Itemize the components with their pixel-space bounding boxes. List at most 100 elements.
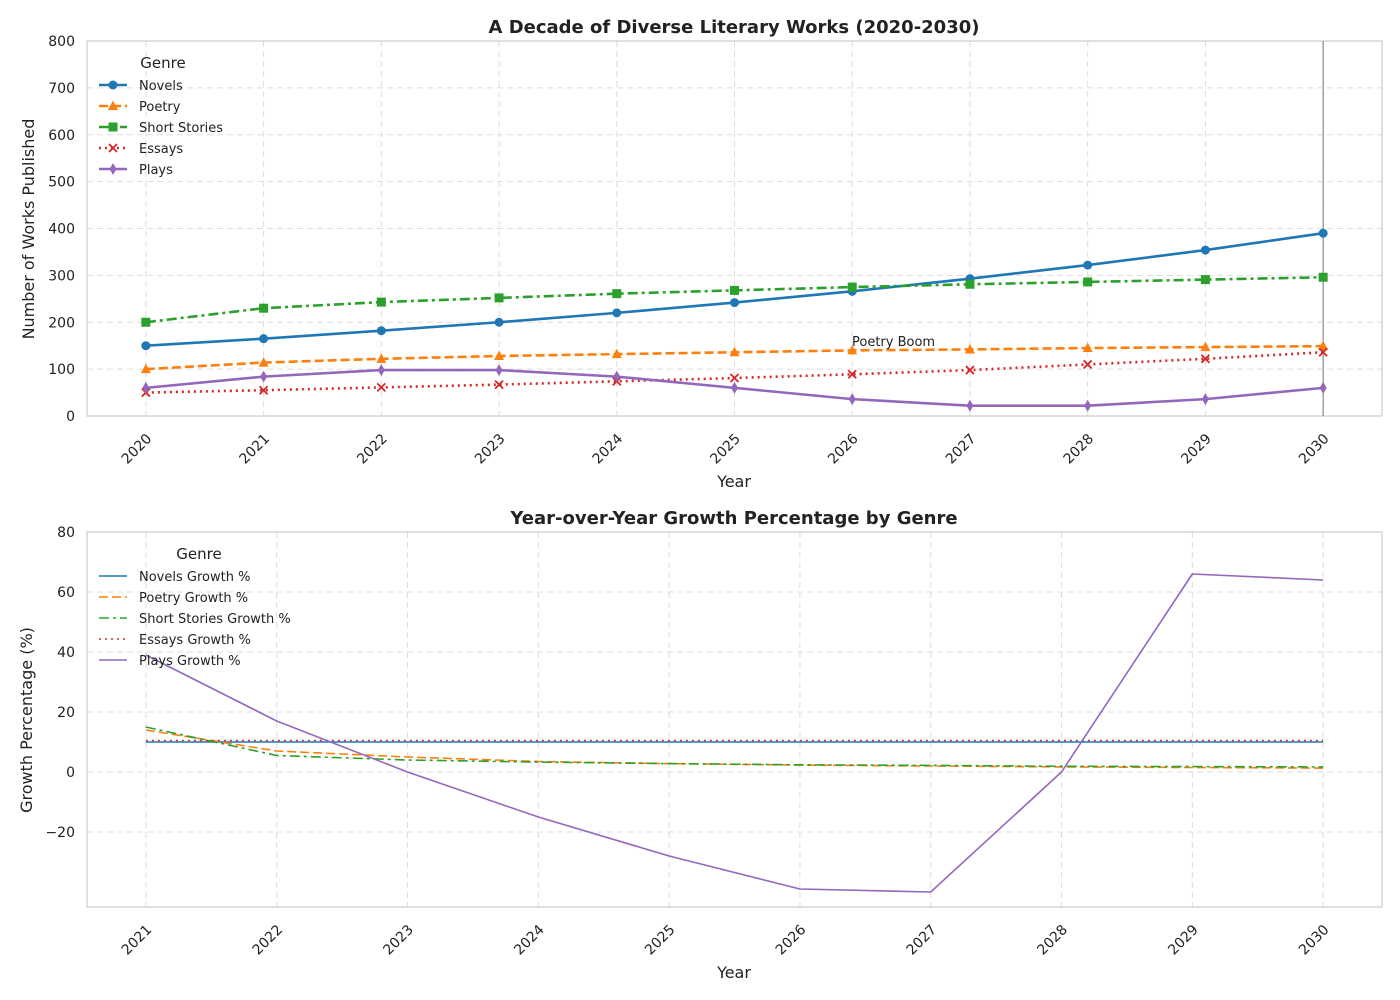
legend-label: Poetry Growth % [139,591,248,606]
y-tick-label: 0 [66,409,75,425]
y-tick-label: 40 [57,645,75,661]
chart-top-ylabel: Number of Works Published [19,119,38,340]
data-point [612,289,622,299]
legend-label: Poetry [139,100,181,115]
data-point [260,370,268,383]
x-tick-label: 2026 [825,431,862,468]
legend-marker [108,122,118,132]
data-point [731,381,738,394]
x-tick-label: 2025 [642,922,679,959]
data-point [1318,340,1329,351]
data-point [495,364,503,377]
y-tick-label: 300 [48,268,75,284]
x-tick-label: 2022 [250,922,287,959]
y-tick-label: 700 [48,81,75,97]
data-point [1083,277,1093,287]
x-tick-label: 2021 [119,922,156,959]
chart-top: A Decade of Diverse Literary Works (2020… [19,17,1383,491]
data-point [730,298,739,308]
data-point [1318,272,1328,282]
y-tick-label: 600 [48,128,75,144]
data-point [142,381,150,394]
legend-label: Plays [139,163,173,178]
y-tick-label: 200 [48,315,75,331]
data-point [141,317,151,327]
x-tick-label: 2020 [119,431,156,468]
data-point [376,353,387,363]
legend-marker [109,163,117,175]
y-tick-label: 100 [48,362,75,378]
data-point [612,308,622,318]
x-tick-label: 2021 [237,431,274,468]
x-tick-label: 2028 [1034,922,1071,959]
data-point [494,379,504,390]
data-point [494,317,504,327]
chart-top-series [140,41,1329,416]
chart-top-grid [87,40,1382,417]
x-tick-label: 2030 [1296,431,1333,468]
data-point [140,363,151,374]
data-point [613,370,621,383]
chart-top-title: A Decade of Diverse Literary Works (2020… [489,17,980,38]
chart-top-frame [86,40,1383,417]
x-tick-label: 2029 [1178,431,1215,468]
chart-bottom-xlabel: Year [716,963,751,982]
chart-bottom-ylabel: Growth Percentage (%) [17,627,36,813]
data-point [1319,381,1327,394]
chart-bottom-series [145,573,1324,893]
x-tick-label: 2023 [380,922,417,959]
x-tick-label: 2022 [354,431,391,468]
data-point [965,279,975,289]
chart-bottom-grid [87,531,1382,907]
chart-top-legend: Genre Novels Poetry Short Stories Essays Pla… [99,54,223,178]
legend-marker [108,100,118,110]
x-tick-label: 2029 [1165,922,1202,959]
y-tick-label: 0 [66,765,75,781]
x-tick-label: 2028 [1061,431,1098,468]
x-tick-label: 2027 [943,431,980,468]
series-line-plays-growth [145,573,1324,893]
legend-label: Short Stories [139,121,223,136]
y-tick-label: 20 [57,705,75,721]
data-point [611,348,622,359]
data-point [376,382,386,393]
data-point [848,393,856,406]
data-point [1200,341,1211,352]
chart-top-xlabel: Year [716,472,751,491]
data-point [965,365,975,375]
legend-marker [108,80,118,90]
x-tick-label: 2025 [707,431,744,468]
data-point [847,282,857,292]
y-tick-label: 400 [48,222,75,238]
chart-bottom-legend-title: Genre [176,545,221,563]
legend-label: Essays Growth % [139,633,251,648]
data-point [494,293,504,303]
data-point [1083,359,1093,370]
data-point [730,285,739,295]
data-point [377,364,385,377]
data-point [1200,245,1210,255]
data-point [1082,342,1093,353]
legend-label: Essays [139,142,183,157]
chart-bottom-legend: Genre Novels Growth % Poetry Growth % Shor… [99,545,291,669]
data-point [964,343,975,354]
y-tick-label: 80 [57,525,75,541]
chart-top-legend-title: Genre [140,54,185,72]
data-point [1200,275,1210,285]
data-point [1083,260,1093,270]
x-tick-label: 2024 [590,431,627,468]
legend-label: Novels [139,79,183,94]
y-tick-label: 800 [48,34,75,50]
data-point [259,334,269,344]
data-point [258,385,269,395]
chart-bottom: Year-over-Year Growth Percentage by Genr… [17,508,1383,982]
data-point [1318,228,1328,238]
x-tick-label: 2024 [511,922,548,959]
data-point [376,297,386,307]
legend-label: Plays Growth % [139,654,241,669]
x-tick-label: 2026 [773,922,810,959]
data-point [376,326,386,336]
series-line-short-stories-growth [145,726,1324,768]
data-point [1084,399,1092,412]
